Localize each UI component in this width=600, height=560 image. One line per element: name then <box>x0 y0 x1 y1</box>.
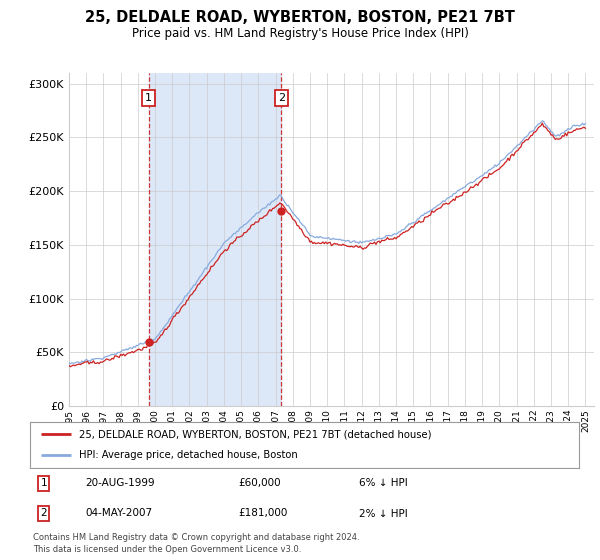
Text: 2: 2 <box>40 508 47 519</box>
Text: £60,000: £60,000 <box>239 478 281 488</box>
Text: HPI: Average price, detached house, Boston: HPI: Average price, detached house, Bost… <box>79 450 298 460</box>
Text: This data is licensed under the Open Government Licence v3.0.: This data is licensed under the Open Gov… <box>33 545 301 554</box>
Text: 2% ↓ HPI: 2% ↓ HPI <box>359 508 408 519</box>
Text: Price paid vs. HM Land Registry's House Price Index (HPI): Price paid vs. HM Land Registry's House … <box>131 27 469 40</box>
Text: £181,000: £181,000 <box>239 508 288 519</box>
Text: 25, DELDALE ROAD, WYBERTON, BOSTON, PE21 7BT (detached house): 25, DELDALE ROAD, WYBERTON, BOSTON, PE21… <box>79 429 432 439</box>
Text: 04-MAY-2007: 04-MAY-2007 <box>85 508 152 519</box>
Text: 25, DELDALE ROAD, WYBERTON, BOSTON, PE21 7BT: 25, DELDALE ROAD, WYBERTON, BOSTON, PE21… <box>85 10 515 25</box>
Text: 1: 1 <box>40 478 47 488</box>
Text: Contains HM Land Registry data © Crown copyright and database right 2024.: Contains HM Land Registry data © Crown c… <box>33 533 359 542</box>
Text: 20-AUG-1999: 20-AUG-1999 <box>85 478 155 488</box>
Text: 6% ↓ HPI: 6% ↓ HPI <box>359 478 408 488</box>
Bar <box>149 73 281 406</box>
Text: 1: 1 <box>145 93 152 103</box>
Text: 2: 2 <box>278 93 285 103</box>
